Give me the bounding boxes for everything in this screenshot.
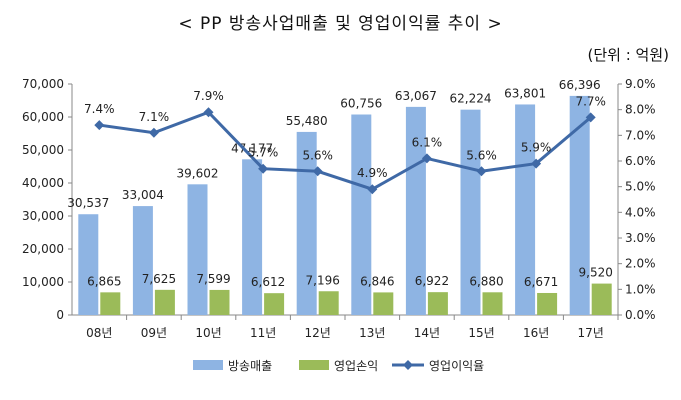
margin-point: [203, 107, 214, 118]
y-right-tick-label: 2.0%: [625, 257, 656, 271]
x-tick-label: 10년: [195, 326, 221, 340]
revenue-bar: [405, 106, 426, 315]
x-tick-label: 15년: [468, 326, 494, 340]
x-tick-label: 11년: [250, 326, 276, 340]
legend-profit-swatch: [299, 360, 329, 370]
x-tick-label: 16년: [523, 326, 549, 340]
y-right-tick-label: 7.0%: [625, 128, 656, 142]
revenue-bar: [351, 114, 372, 315]
y-left-tick-label: 10,000: [22, 275, 64, 289]
y-left-tick-label: 0: [56, 308, 64, 322]
y-left-tick-label: 50,000: [22, 143, 64, 157]
revenue-bar: [78, 214, 99, 315]
legend-profit-label: 영업손익: [334, 359, 378, 373]
legend-margin-marker: [403, 360, 413, 370]
x-tick-label: 13년: [359, 326, 385, 340]
y-right-tick-label: 4.0%: [625, 205, 656, 219]
margin-point: [367, 184, 378, 195]
margin-point: [94, 120, 105, 131]
y-right-tick-label: 3.0%: [625, 231, 656, 245]
revenue-bar: [132, 206, 153, 315]
unit-label: (단위 : 억원): [587, 46, 670, 64]
y-left-tick-label: 40,000: [22, 176, 64, 190]
profit-bar: [591, 283, 612, 315]
y-left-tick-label: 60,000: [22, 110, 64, 124]
y-right-tick-label: 0.0%: [625, 308, 656, 322]
profit-bar: [427, 292, 448, 315]
y-left-tick-label: 30,000: [22, 209, 64, 223]
y-left-tick-label: 70,000: [22, 77, 64, 91]
y-right-tick-label: 5.0%: [625, 180, 656, 194]
revenue-value-label: 62,224: [450, 92, 492, 106]
margin-point: [531, 158, 542, 169]
profit-value-label: 7,599: [196, 272, 230, 286]
margin-point: [258, 163, 269, 174]
revenue-bar: [569, 95, 590, 316]
revenue-value-label: 39,602: [177, 166, 219, 180]
profit-bar: [373, 292, 394, 315]
margin-value-label: 6.1%: [412, 135, 443, 149]
x-tick-label: 09년: [141, 326, 167, 340]
margin-value-label: 5.9%: [521, 141, 552, 155]
margin-value-label: 7.7%: [575, 94, 606, 108]
chart-title: < PP 방송사업매출 및 영업이익률 추이 >: [178, 14, 503, 34]
margin-value-label: 7.9%: [193, 89, 224, 103]
margin-point: [585, 112, 596, 123]
margin-value-label: 5.7%: [248, 146, 279, 160]
legend-margin-label: 영업이익율: [429, 359, 484, 373]
margin-value-label: 5.6%: [466, 148, 497, 162]
profit-value-label: 6,846: [360, 274, 394, 288]
y-right-tick-label: 9.0%: [625, 77, 656, 91]
x-tick-label: 14년: [414, 326, 440, 340]
y-right-tick-label: 1.0%: [625, 282, 656, 296]
profit-bar: [482, 292, 503, 315]
profit-value-label: 7,196: [306, 273, 340, 287]
revenue-bar: [242, 159, 263, 315]
revenue-value-label: 63,067: [395, 89, 437, 103]
revenue-bar: [460, 109, 481, 315]
revenue-bar: [296, 131, 317, 315]
x-tick-label: 17년: [578, 326, 604, 340]
profit-bar: [209, 289, 230, 315]
revenue-bar: [515, 104, 536, 316]
margin-line: [99, 110, 592, 191]
revenue-bar: [187, 184, 208, 315]
profit-bar: [318, 291, 339, 315]
profit-bar: [264, 293, 285, 315]
revenue-value-label: 60,756: [340, 97, 382, 111]
x-tick-label: 08년: [86, 326, 112, 340]
y-right-tick-label: 8.0%: [625, 103, 656, 117]
legend-revenue-label: 방송매출: [228, 359, 272, 373]
margin-value-label: 5.6%: [302, 148, 333, 162]
profit-value-label: 7,625: [142, 272, 176, 286]
margin-point: [148, 127, 159, 138]
revenue-value-label: 66,396: [559, 78, 601, 92]
revenue-value-label: 30,537: [67, 196, 109, 210]
profit-value-label: 6,671: [524, 275, 558, 289]
profit-value-label: 6,612: [251, 275, 285, 289]
legend-revenue-swatch: [193, 360, 223, 370]
profit-value-label: 6,865: [87, 274, 121, 288]
margin-point: [312, 166, 323, 177]
profit-value-label: 6,880: [469, 274, 503, 288]
profit-value-label: 6,922: [415, 274, 449, 288]
margin-value-label: 7.1%: [139, 110, 170, 124]
profit-bar: [537, 292, 558, 315]
x-tick-label: 12년: [305, 326, 331, 340]
profit-value-label: 9,520: [579, 266, 613, 280]
margin-value-label: 7.4%: [84, 102, 115, 116]
revenue-value-label: 55,480: [286, 114, 328, 128]
y-right-tick-label: 6.0%: [625, 154, 656, 168]
profit-bar: [100, 292, 121, 315]
margin-point: [421, 153, 432, 164]
revenue-value-label: 33,004: [122, 188, 164, 202]
y-left-tick-label: 20,000: [22, 242, 64, 256]
margin-point: [476, 166, 487, 177]
revenue-value-label: 63,801: [504, 86, 546, 100]
profit-bar: [154, 289, 175, 315]
margin-value-label: 4.9%: [357, 166, 388, 180]
